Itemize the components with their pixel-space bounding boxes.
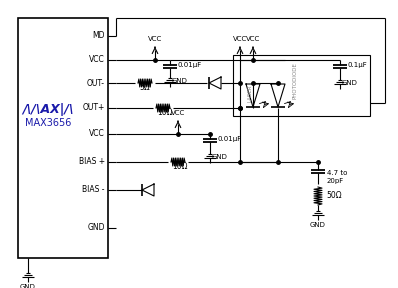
Text: GND: GND <box>172 78 188 84</box>
Text: 10Ω: 10Ω <box>172 162 188 171</box>
Text: GND: GND <box>212 154 228 160</box>
Text: GND: GND <box>310 222 326 228</box>
Text: VCC: VCC <box>233 36 247 42</box>
Text: 0.1μF: 0.1μF <box>348 62 368 68</box>
Text: 4.7 to
20pF: 4.7 to 20pF <box>327 170 347 183</box>
Text: GND: GND <box>88 223 105 232</box>
Text: PHOTODIODE: PHOTODIODE <box>293 62 297 99</box>
Text: 10Ω: 10Ω <box>157 108 173 117</box>
Text: VCC: VCC <box>148 36 162 42</box>
Text: /\/\AX|/\: /\/\AX|/\ <box>22 103 74 116</box>
Text: VCC: VCC <box>246 36 260 42</box>
Text: OUT-: OUT- <box>87 79 105 88</box>
Bar <box>18 18 108 258</box>
Text: GND: GND <box>342 80 358 86</box>
Text: 0.01μF: 0.01μF <box>218 136 242 142</box>
Text: LASER: LASER <box>248 85 252 102</box>
Text: 5Ω: 5Ω <box>140 83 150 92</box>
Text: VCC: VCC <box>89 56 105 65</box>
Text: VCC: VCC <box>89 130 105 139</box>
Text: BIAS +: BIAS + <box>79 158 105 166</box>
Text: 50Ω: 50Ω <box>326 192 341 200</box>
Text: VCC: VCC <box>171 110 185 116</box>
Bar <box>233 55 370 116</box>
Text: MD: MD <box>92 31 105 41</box>
Text: 0.01μF: 0.01μF <box>178 62 202 68</box>
Text: GND: GND <box>20 284 36 288</box>
Text: BIAS -: BIAS - <box>82 185 105 194</box>
Text: MAX3656: MAX3656 <box>25 118 71 128</box>
Text: OUT+: OUT+ <box>83 103 105 113</box>
